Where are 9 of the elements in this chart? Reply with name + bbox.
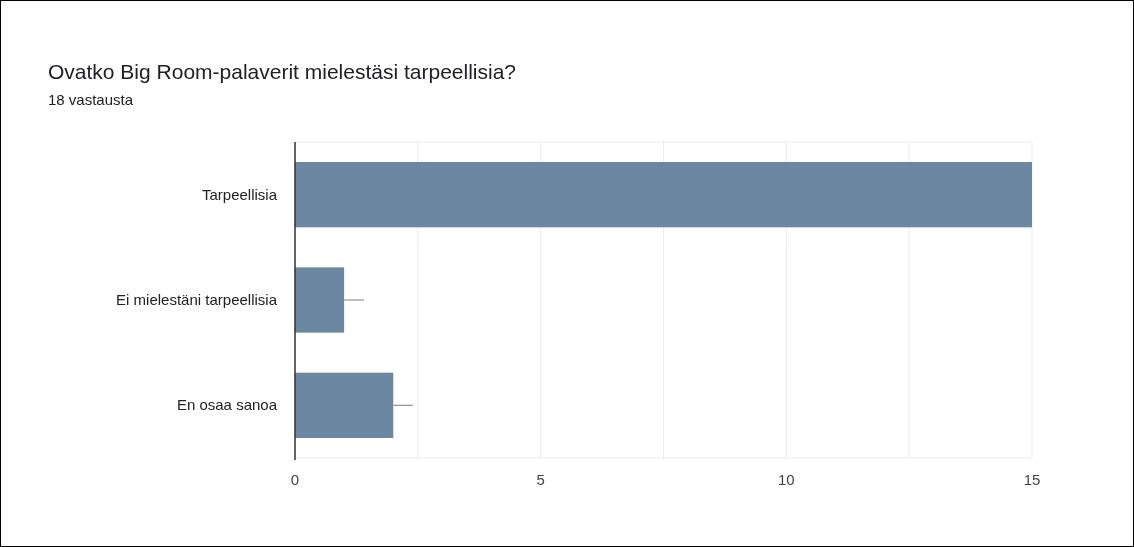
chart-title: Ovatko Big Room-palaverit mielestäsi tarpeellisia? [48, 60, 517, 83]
y-tick-label: En osaa sanoa [176, 396, 278, 414]
x-tick-label: 5 [536, 471, 545, 488]
x-tick-label: 15 [1023, 471, 1041, 488]
y-tick-label: Tarpeellisia [201, 185, 278, 203]
x-tick-label: 0 [290, 471, 300, 488]
text: 18 vastausta [48, 91, 134, 108]
y-tick-label: Ei mielestäni tarpeellisia [116, 291, 278, 308]
x-tick-label: 10 [777, 471, 795, 488]
